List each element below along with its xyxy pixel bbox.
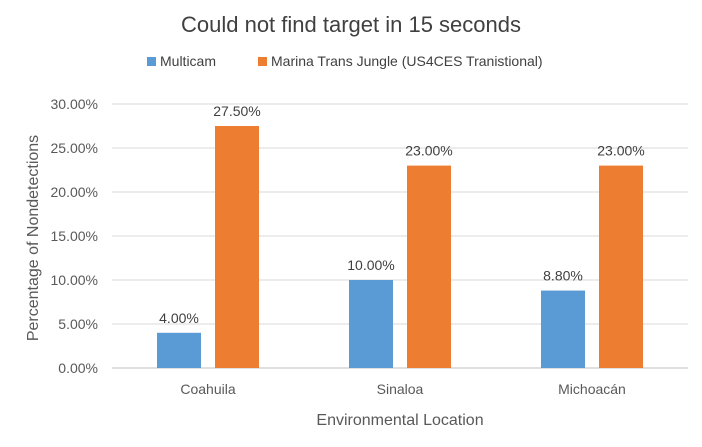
x-axis-title: Environmental Location	[316, 412, 483, 429]
bar	[157, 332, 201, 368]
data-label: 23.00%	[597, 143, 644, 159]
gridlines	[112, 103, 688, 369]
bar	[215, 126, 259, 368]
data-label: 27.50%	[213, 103, 260, 119]
y-axis-ticks: 0.00% 5.00% 10.00% 15.00% 20.00% 25.00% 30.00%	[51, 96, 98, 376]
y-tick-label: 25.00%	[51, 140, 98, 156]
legend-label: Multicam	[160, 53, 216, 69]
legend-label: Marina Trans Jungle (US4CES Tranistional…	[271, 53, 543, 69]
y-tick-label: 5.00%	[58, 316, 98, 332]
y-tick-label: 20.00%	[51, 184, 98, 200]
y-axis-title: Percentage of Nondetections	[25, 135, 42, 341]
x-tick-label: Sinaloa	[377, 381, 424, 397]
y-tick-label: 10.00%	[51, 272, 98, 288]
bar	[349, 280, 393, 368]
legend-swatch	[258, 57, 267, 66]
bar	[541, 290, 585, 368]
chart-title: Could not find target in 15 seconds	[181, 12, 521, 37]
y-tick-label: 0.00%	[58, 360, 98, 376]
y-tick-label: 15.00%	[51, 228, 98, 244]
bars	[157, 126, 643, 368]
legend-swatch	[147, 57, 156, 66]
data-label: 10.00%	[347, 257, 394, 273]
bar	[599, 165, 643, 368]
x-tick-label: Michoacán	[558, 381, 626, 397]
data-labels: 4.00% 27.50% 10.00% 23.00% 8.80% 23.00%	[159, 103, 645, 326]
legend: Multicam Marina Trans Jungle (US4CES Tran…	[147, 53, 543, 69]
y-tick-label: 30.00%	[51, 96, 98, 112]
data-label: 4.00%	[159, 310, 199, 326]
x-axis-ticks: Coahuila Sinaloa Michoacán	[180, 381, 625, 397]
data-label: 8.80%	[543, 268, 583, 284]
data-label: 23.00%	[405, 143, 452, 159]
x-tick-label: Coahuila	[180, 381, 235, 397]
bar	[407, 165, 451, 368]
